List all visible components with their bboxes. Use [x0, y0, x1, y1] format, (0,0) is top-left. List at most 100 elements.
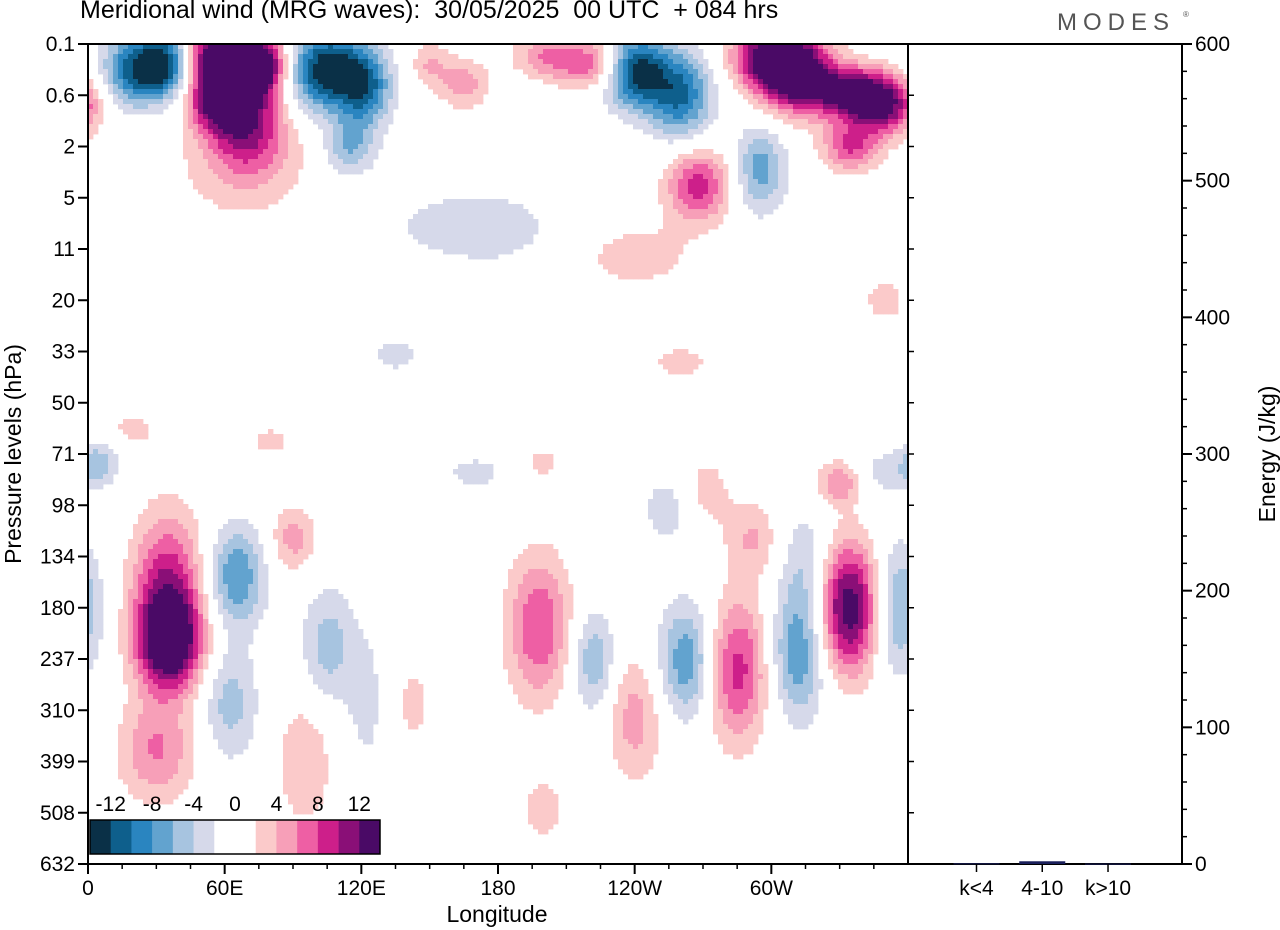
heatmap-cell: [468, 94, 474, 100]
heatmap-cell: [338, 119, 344, 125]
heatmap-cell: [148, 609, 154, 615]
heatmap-cell: [698, 474, 704, 480]
heatmap-cell: [233, 539, 239, 545]
heatmap-cell: [883, 124, 889, 130]
heatmap-cell: [248, 164, 254, 170]
heatmap-cell: [273, 174, 279, 180]
heatmap-cell: [663, 119, 669, 125]
heatmap-cell: [338, 134, 344, 140]
heatmap-cell: [198, 164, 204, 170]
heatmap-cell: [478, 214, 484, 220]
heatmap-cell: [438, 59, 444, 65]
heatmap-cell: [228, 154, 234, 160]
heatmap-cell: [498, 224, 504, 230]
heatmap-cell: [758, 524, 764, 530]
heatmap-cell: [903, 89, 908, 95]
heatmap-cell: [763, 209, 769, 215]
heatmap-cell: [458, 104, 464, 110]
heatmap-cell: [468, 99, 474, 105]
heatmap-cell: [888, 584, 894, 590]
heatmap-cell: [268, 124, 274, 130]
heatmap-cell: [813, 114, 819, 120]
heatmap-cell: [628, 49, 634, 55]
heatmap-cell: [418, 234, 424, 240]
heatmap-cell: [683, 69, 689, 75]
heatmap-cell: [738, 604, 744, 610]
heatmap-cell: [138, 589, 144, 595]
heatmap-cell: [108, 474, 114, 480]
heatmap-cell: [863, 89, 869, 95]
heatmap-cell: [188, 604, 194, 610]
heatmap-cell: [683, 234, 689, 240]
heatmap-cell: [198, 184, 204, 190]
heatmap-cell: [493, 214, 499, 220]
heatmap-cell: [893, 124, 899, 130]
heatmap-cell: [133, 579, 139, 585]
heatmap-cell: [768, 149, 774, 155]
heatmap-cell: [848, 159, 854, 165]
heatmap-cell: [543, 49, 549, 55]
heatmap-cell: [678, 359, 684, 365]
heatmap-cell: [683, 129, 689, 135]
heatmap-cell: [743, 154, 749, 160]
heatmap-cell: [428, 59, 434, 65]
heatmap-cell: [483, 464, 489, 470]
heatmap-cell: [638, 109, 644, 115]
heatmap-cell: [233, 549, 239, 555]
heatmap-cell: [678, 54, 684, 60]
heatmap-cell: [193, 74, 199, 80]
heatmap-cell: [553, 584, 559, 590]
heatmap-cell: [863, 109, 869, 115]
heatmap-cell: [733, 529, 739, 535]
heatmap-cell: [193, 64, 199, 70]
heatmap-cell: [738, 559, 744, 565]
heatmap-cell: [88, 464, 94, 470]
heatmap-cell: [218, 89, 224, 95]
heatmap-cell: [98, 449, 104, 455]
heatmap-cell: [558, 594, 564, 600]
heatmap-cell: [223, 144, 229, 150]
heatmap-cell: [683, 604, 689, 610]
heatmap-cell: [753, 79, 759, 85]
heatmap-cell: [123, 74, 129, 80]
heatmap-cell: [868, 84, 874, 90]
heatmap-cell: [248, 569, 254, 575]
heatmap-cell: [813, 59, 819, 65]
heatmap-cell: [848, 99, 854, 105]
heatmap-cell: [298, 559, 304, 565]
heatmap-cell: [388, 64, 394, 70]
heatmap-cell: [678, 99, 684, 105]
heatmap-cell: [728, 589, 734, 595]
heatmap-cell: [193, 519, 199, 525]
heatmap-cell: [768, 539, 774, 545]
heatmap-cell: [528, 214, 534, 220]
heatmap-cell: [118, 79, 124, 85]
heatmap-cell: [703, 174, 709, 180]
heatmap-cell: [258, 569, 264, 575]
heatmap-cell: [443, 59, 449, 65]
heatmap-cell: [818, 134, 824, 140]
heatmap-cell: [783, 79, 789, 85]
heatmap-cell: [128, 84, 134, 90]
heatmap-cell: [393, 349, 399, 355]
heatmap-cell: [98, 104, 104, 110]
heatmap-cell: [388, 99, 394, 105]
heatmap-cell: [248, 119, 254, 125]
heatmap-cell: [443, 94, 449, 100]
heatmap-cell: [208, 179, 214, 185]
heatmap-cell: [793, 69, 799, 75]
heatmap-cell: [258, 149, 264, 155]
heatmap-cell: [218, 69, 224, 75]
heatmap-cell: [198, 69, 204, 75]
heatmap-cell: [158, 524, 164, 530]
heatmap-cell: [868, 594, 874, 600]
heatmap-cell: [268, 134, 274, 140]
heatmap-cell: [868, 159, 874, 165]
heatmap-cell: [283, 189, 289, 195]
heatmap-cell: [848, 589, 854, 595]
heatmap-cell: [238, 84, 244, 90]
heatmap-cell: [863, 154, 869, 160]
heatmap-cell: [843, 504, 849, 510]
heatmap-cell: [803, 564, 809, 570]
heatmap-cell: [903, 554, 908, 560]
